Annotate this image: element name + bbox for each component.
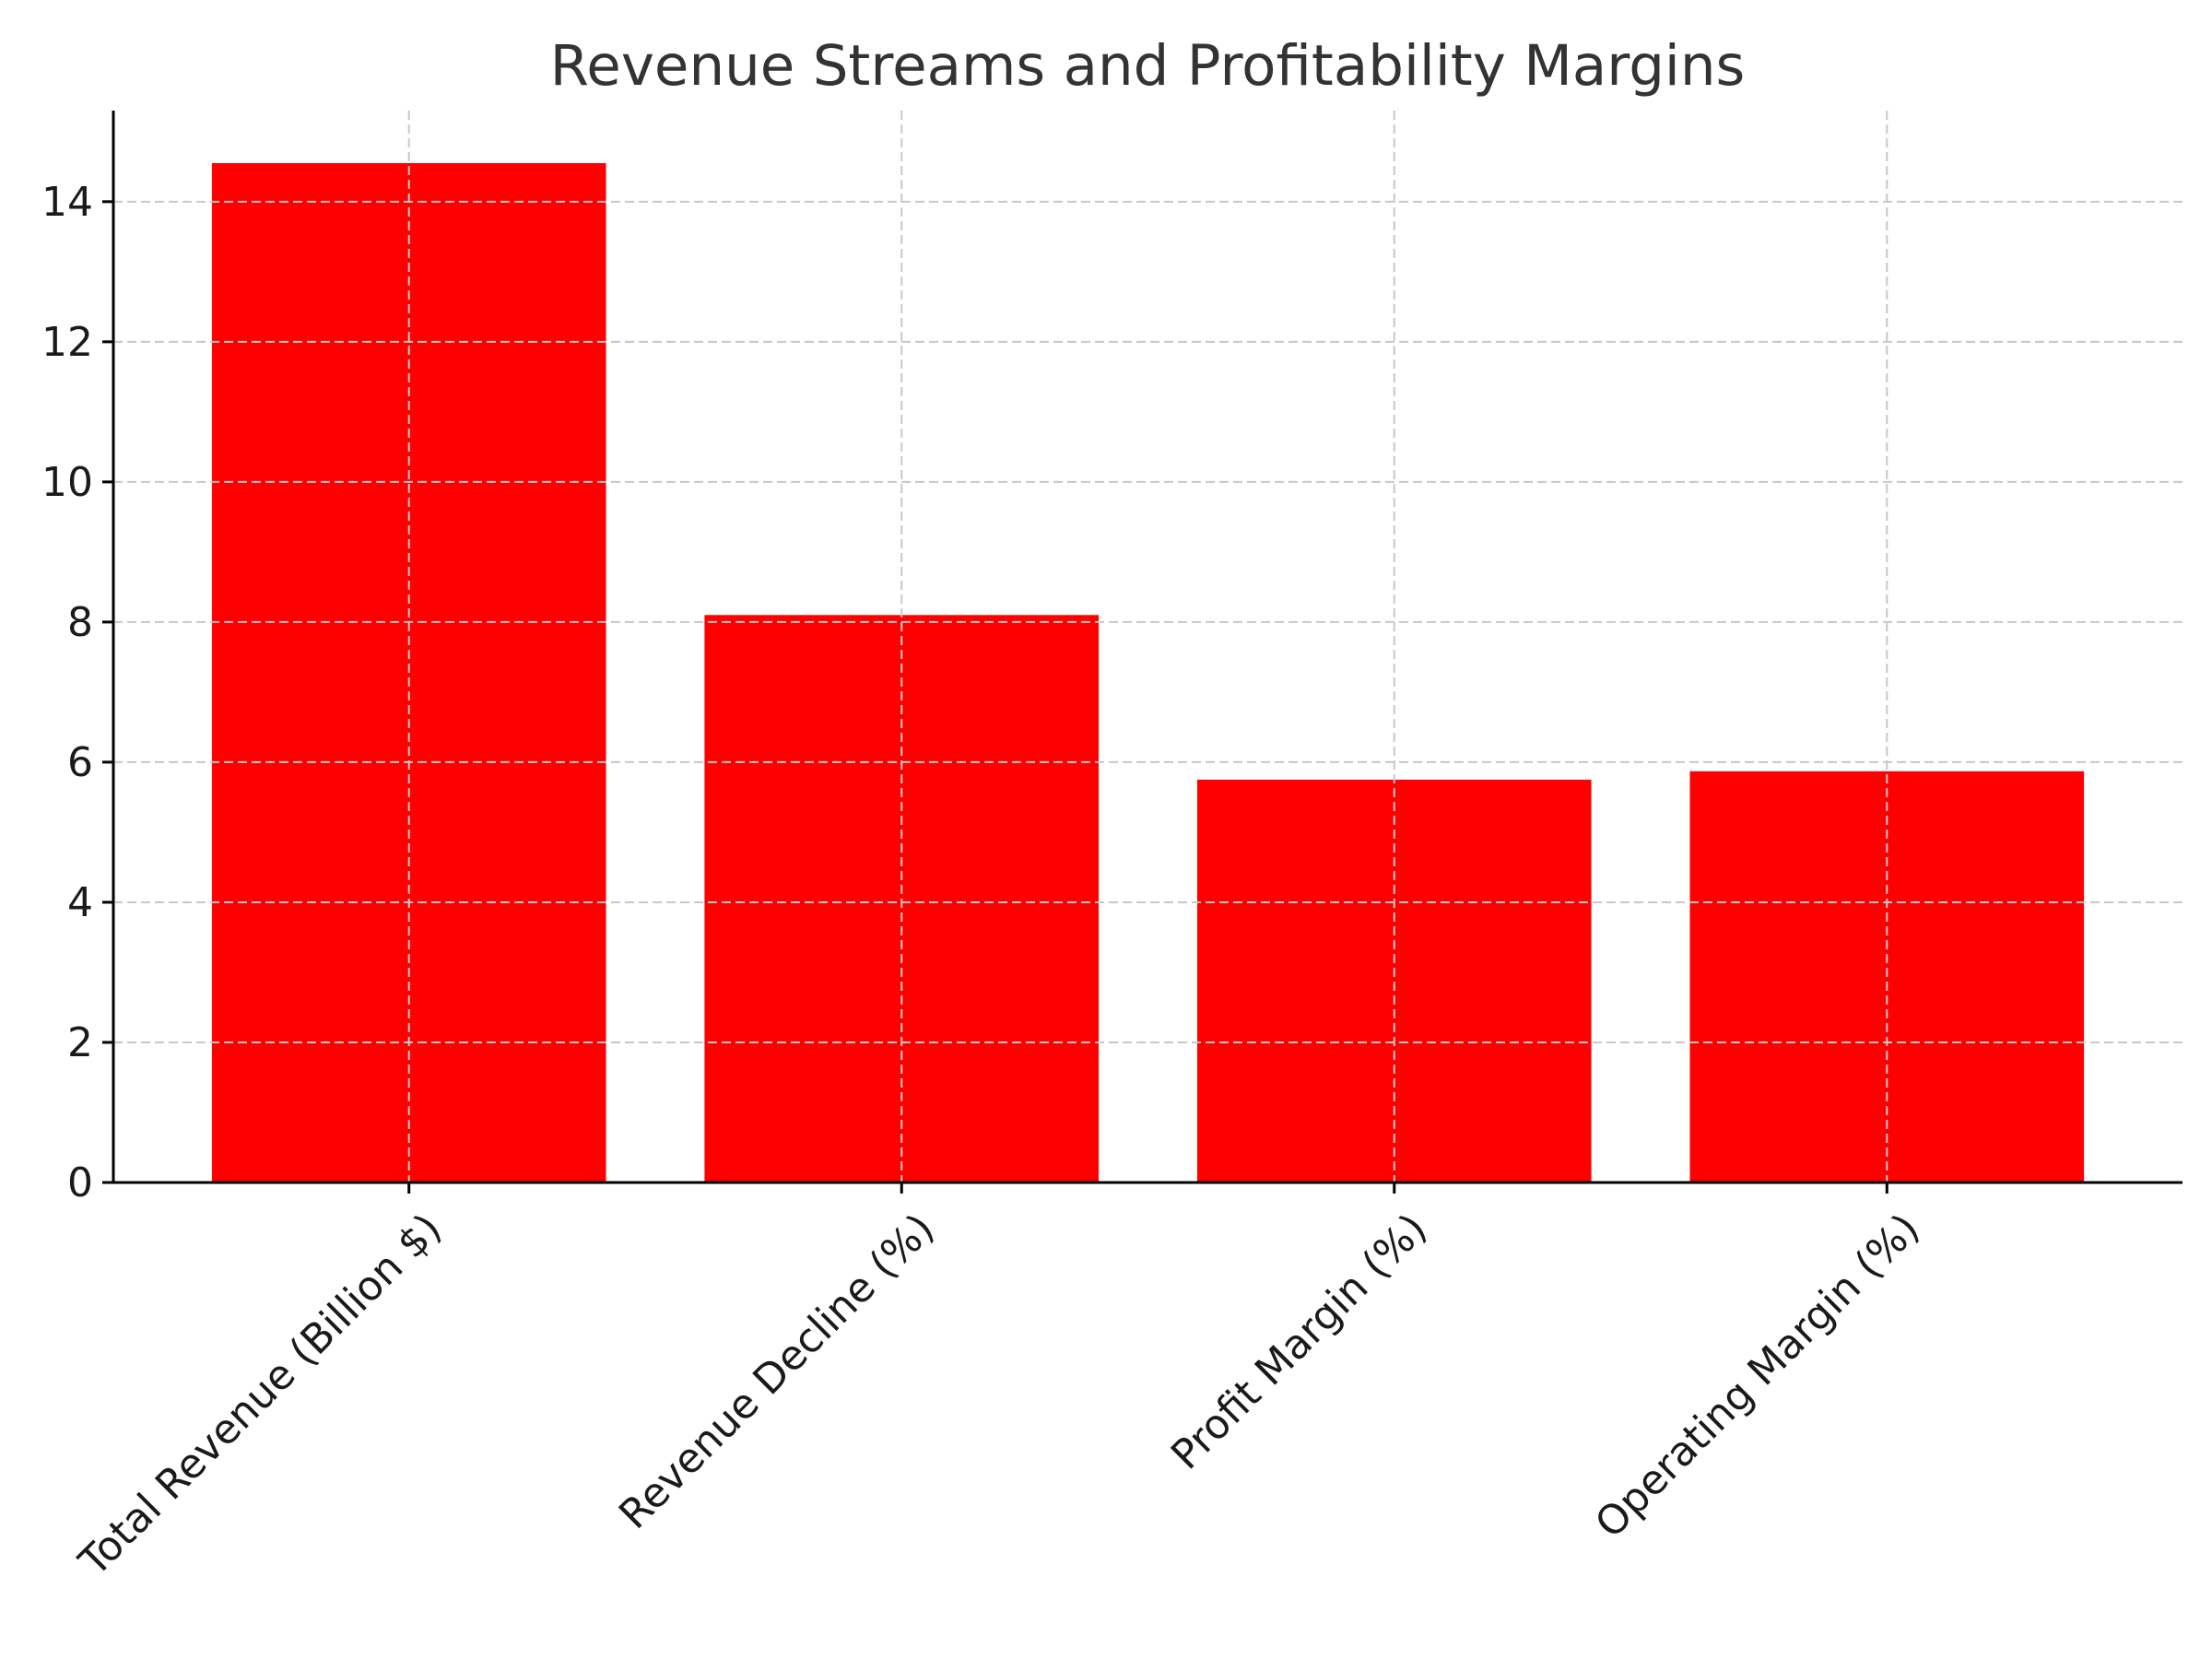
x-tick-label: Operating Margin (%) [1586,1205,1928,1547]
y-tick-label: 14 [41,179,93,226]
y-tick-label: 2 [67,1019,93,1066]
y-tick-label: 0 [67,1159,93,1206]
x-tick-label: Total Revenue (Billion $) [70,1205,451,1585]
y-tick-label: 8 [67,599,93,646]
y-tick-label: 6 [67,739,93,786]
chart-title: Revenue Streams and Profitability Margin… [550,33,1746,99]
bars [211,163,2085,1183]
x-tick-label: Profit Margin (%) [1162,1205,1436,1478]
y-tick-label: 10 [41,459,93,506]
y-ticks: 0 2 4 6 8 10 12 14 [41,179,113,1206]
x-tick-label: Revenue Decline (%) [610,1205,944,1538]
x-ticks: Total Revenue (Billion $) Revenue Decline… [70,1182,1929,1586]
y-tick-label: 4 [67,879,93,926]
y-tick-label: 12 [41,319,93,366]
grid-lines [113,111,2183,1182]
axes [112,111,2183,1184]
